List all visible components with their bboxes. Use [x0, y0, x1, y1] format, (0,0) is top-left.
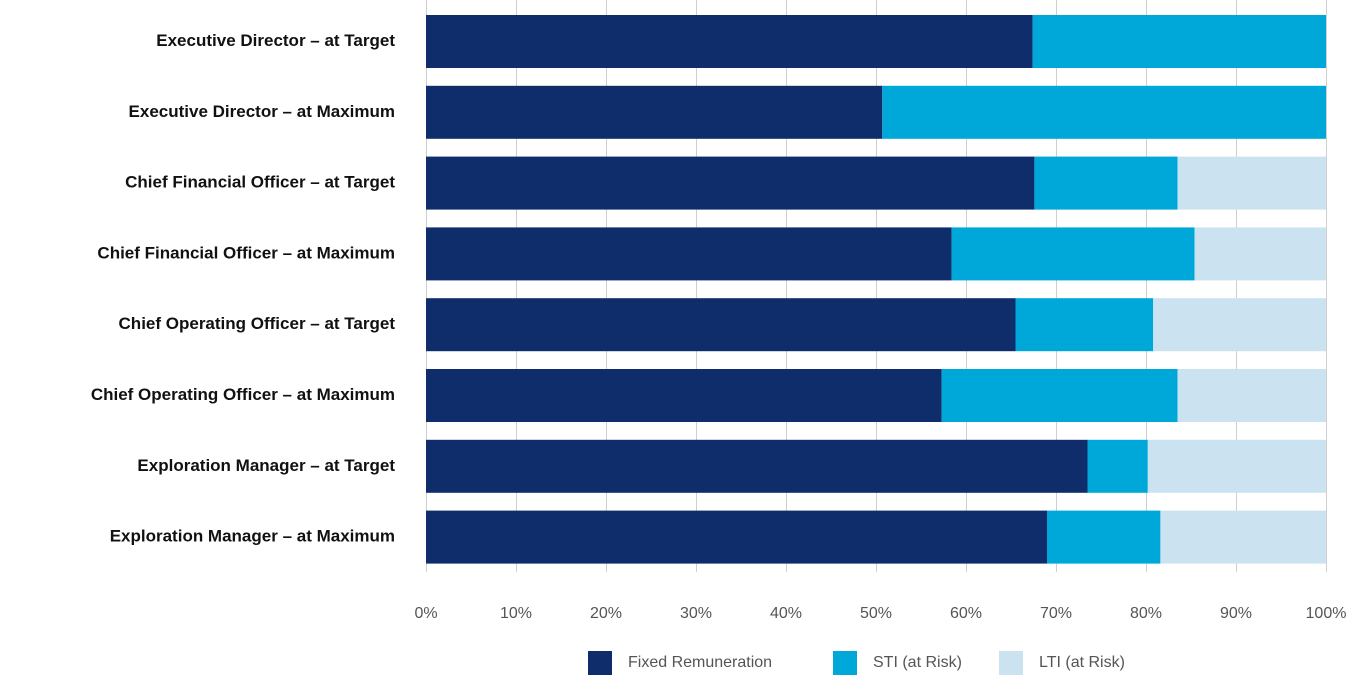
bar-segment	[1032, 15, 1326, 68]
bar-segment	[882, 85, 1326, 139]
bar-segment	[1087, 439, 1148, 493]
x-tick-label: 20%	[590, 605, 622, 622]
bar-segment	[1047, 510, 1161, 564]
x-tick-label: 100%	[1306, 605, 1347, 622]
bar-segment	[1194, 227, 1326, 281]
bar-segment	[426, 156, 1035, 210]
category-label: Executive Director – at Target	[156, 31, 395, 50]
legend-label: STI (at Risk)	[873, 654, 962, 671]
category-label: Chief Financial Officer – at Maximum	[97, 243, 395, 262]
bar-segment	[426, 439, 1088, 493]
category-label: Chief Operating Officer – at Target	[119, 314, 396, 333]
category-label: Chief Operating Officer – at Maximum	[91, 385, 395, 404]
category-label: Chief Financial Officer – at Target	[125, 173, 395, 192]
x-axis-tick-labels: 0% 10% 20% 30% 40% 50% 60% 70% 80% 90% 100%	[414, 605, 1346, 622]
legend-swatch	[833, 651, 857, 675]
legend-item: LTI (at Risk)	[999, 651, 1125, 675]
x-tick-label: 10%	[500, 605, 532, 622]
legend: Fixed Remuneration STI (at Risk) LTI (at R…	[588, 651, 1125, 675]
x-tick-label: 60%	[950, 605, 982, 622]
bar-segment	[1153, 298, 1326, 352]
bar-segment	[426, 85, 883, 139]
legend-item: Fixed Remuneration	[588, 651, 772, 675]
bar-segment	[941, 369, 1178, 422]
bar-segment	[426, 510, 1047, 564]
bar-segment	[426, 369, 942, 422]
legend-swatch	[588, 651, 612, 675]
x-tick-label: 70%	[1040, 605, 1072, 622]
bar-segment	[426, 298, 1016, 352]
legend-label: LTI (at Risk)	[1039, 654, 1125, 671]
category-label: Exploration Manager – at Maximum	[110, 527, 395, 546]
legend-swatch	[999, 651, 1023, 675]
legend-item: STI (at Risk)	[833, 651, 962, 675]
bar-segment	[1177, 156, 1326, 210]
bar-segment	[1147, 439, 1326, 493]
legend-label: Fixed Remuneration	[628, 654, 772, 671]
bar-segment	[1177, 369, 1326, 422]
x-tick-label: 0%	[414, 605, 437, 622]
category-label: Exploration Manager – at Target	[137, 456, 395, 475]
bar-layer	[426, 15, 1326, 564]
x-tick-label: 50%	[860, 605, 892, 622]
category-labels: Executive Director – at Target Executive …	[91, 31, 396, 546]
bar-segment	[1034, 156, 1178, 210]
bar-segment	[1160, 510, 1326, 564]
bar-segment	[1015, 298, 1154, 352]
x-tick-label: 30%	[680, 605, 712, 622]
x-tick-label: 80%	[1130, 605, 1162, 622]
x-tick-label: 90%	[1220, 605, 1252, 622]
bar-segment	[426, 15, 1033, 68]
x-tick-label: 40%	[770, 605, 802, 622]
bar-segment	[951, 227, 1195, 281]
category-label: Executive Director – at Maximum	[129, 102, 395, 121]
bar-segment	[426, 227, 952, 281]
